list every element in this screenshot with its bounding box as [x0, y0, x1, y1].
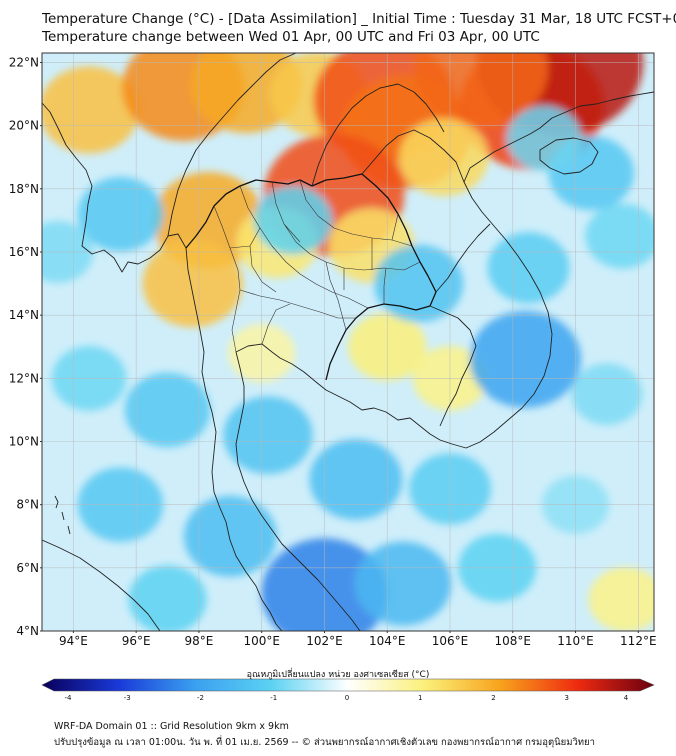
colorbar-tick-label: -3 — [124, 694, 131, 702]
island-sumatra — [42, 539, 161, 631]
border-thailand-cambodia — [325, 303, 431, 381]
field-blob — [309, 438, 403, 520]
lat-tick-label: 20°N — [9, 119, 39, 133]
colorbar-tick-label: 0 — [345, 694, 349, 702]
lat-tick-label: 10°N — [9, 434, 39, 448]
thai-province-borders — [213, 179, 421, 353]
field-blob — [183, 495, 277, 577]
field-blob — [128, 565, 207, 631]
graticule — [42, 53, 654, 631]
field-blob — [399, 118, 489, 197]
colorbar-tick-label: -1 — [270, 694, 277, 702]
lon-tick-label: 98°E — [184, 634, 213, 648]
map-title: Temperature Change (°C) - [Data Assimila… — [42, 11, 676, 27]
field-blob — [223, 396, 313, 474]
islands-andaman — [54, 495, 71, 535]
lon-tick-label: 108°E — [495, 634, 532, 648]
temperature-field — [42, 53, 654, 631]
colorbar-ticks: -4 -3 -2 -1 0 1 2 3 4 — [65, 694, 629, 702]
lat-tick-label: 18°N — [9, 182, 39, 196]
field-blob — [487, 232, 570, 304]
field-blob — [588, 567, 654, 631]
lon-tick-label: 112°E — [620, 634, 657, 648]
coastline-malay-west — [219, 507, 283, 631]
colorbar-tick-label: -2 — [197, 694, 204, 702]
colorbar-tick-label: 2 — [491, 694, 495, 702]
border-cambodia-vietnam — [429, 305, 477, 427]
field-blob — [142, 239, 243, 328]
lat-tick-label: 6°N — [16, 561, 39, 575]
plot-frame — [41, 52, 655, 632]
field-blob — [585, 203, 654, 269]
lat-tick-label: 8°N — [16, 498, 39, 512]
field-blob — [469, 310, 581, 408]
latitude-labels: 4°N 6°N 8°N 10°N 12°N 14°N 16°N 18°N 20°N 22°N — [9, 55, 42, 638]
lat-tick-label: 4°N — [16, 624, 39, 638]
field-blob — [506, 105, 582, 171]
lon-tick-label: 110°E — [557, 634, 594, 648]
colorbar-tick-label: 4 — [624, 694, 629, 702]
coastline-vietnam — [439, 127, 553, 449]
field-blob — [77, 176, 164, 252]
border-laos-vietnam — [361, 129, 491, 293]
map-subtitle: Temperature change between Wed 01 Apr, 0… — [42, 29, 540, 45]
plot-area — [42, 53, 654, 631]
field-blob — [354, 541, 452, 626]
field-blob — [373, 244, 464, 323]
lat-tick-label: 12°N — [9, 371, 39, 385]
colorbar-tick-label: 1 — [418, 694, 422, 702]
lat-tick-label: 22°N — [9, 55, 39, 69]
coastline-gulf-west — [235, 351, 361, 631]
lon-tick-label: 96°E — [122, 634, 151, 648]
lon-tick-label: 100°E — [243, 634, 280, 648]
field-blob — [571, 363, 643, 425]
update-credit: ปรับปรุงข้อมูล ณ เวลา 01:00น. วัน พ. ที่… — [54, 737, 595, 748]
colorbar-bar — [41, 678, 655, 692]
colorbar-tick-label: -4 — [65, 694, 73, 702]
coastline-south-china — [539, 91, 654, 129]
coastline-gulf-head — [235, 343, 441, 441]
field-blob — [124, 372, 211, 448]
field-blob — [190, 53, 302, 133]
field-blob — [414, 53, 549, 127]
lon-tick-label: 106°E — [432, 634, 469, 648]
colorbar: -4 -3 -2 -1 0 1 2 3 4 — [41, 678, 655, 702]
border-north — [167, 53, 445, 237]
longitude-labels: 94°E 96°E 98°E 100°E 102°E 104°E 106°E 108°E 110… — [59, 631, 657, 648]
lon-tick-label: 94°E — [59, 634, 88, 648]
coastline-myanmar-west — [42, 102, 221, 509]
field-blob — [42, 66, 140, 154]
lat-tick-label: 16°N — [9, 245, 39, 259]
lat-tick-label: 14°N — [9, 308, 39, 322]
colorbar-label: อุณหภูมิเปลี่ยนแปลง หน่วย องศาเซลเซียส (… — [246, 670, 430, 680]
lon-tick-label: 102°E — [306, 634, 343, 648]
field-blob — [253, 186, 333, 255]
coastlines-and-borders — [42, 53, 654, 631]
island-hainan — [539, 137, 599, 175]
colorbar-tick-label: 3 — [565, 694, 569, 702]
lon-tick-label: 104°E — [369, 634, 406, 648]
model-info: WRF-DA Domain 01 :: Grid Resolution 9km … — [54, 721, 289, 732]
